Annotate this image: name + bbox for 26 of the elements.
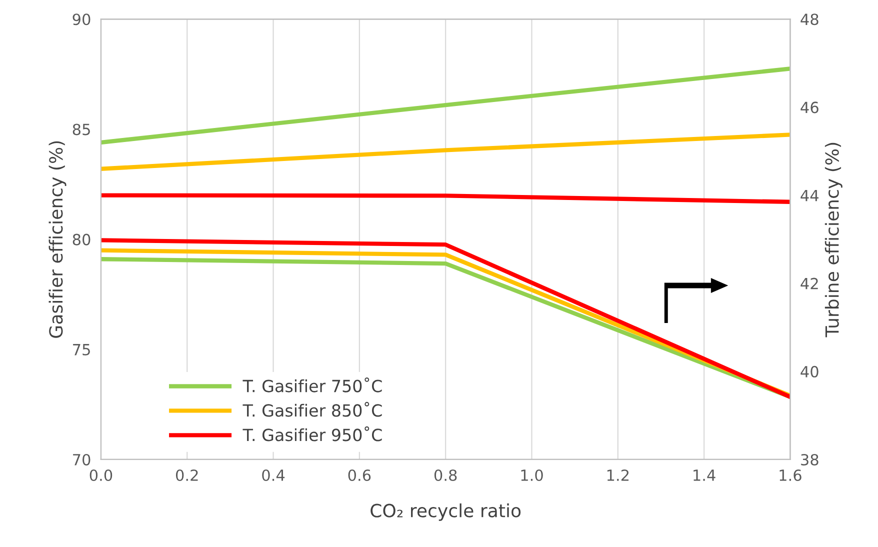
y-tick-label: 70 <box>73 454 90 466</box>
x-tick-label: 0.0 <box>90 469 112 482</box>
y2-tick-label: 38 <box>801 454 818 466</box>
y-axis-title: Gasifier efficiency (%) <box>48 141 66 338</box>
legend-label: T. Gasifier 950˚C <box>242 426 382 442</box>
y-tick-label: 80 <box>72 234 90 246</box>
y2-tick-label: 42 <box>800 278 818 290</box>
legend-label: T. Gasifier 850˚C <box>242 402 382 417</box>
y2-tick-label: 46 <box>800 102 818 114</box>
y2-tick-label: 40 <box>800 366 818 378</box>
legend-label: T. Gasifier 750˚C <box>242 377 382 392</box>
x-tick-label: 1.4 <box>694 470 716 481</box>
y-tick-label: 75 <box>73 344 90 356</box>
y2-axis-title: Turbine efficiency (%) <box>824 142 842 338</box>
x-tick-label: 0.6 <box>348 469 371 482</box>
x-tick-label: 1.6 <box>780 469 802 482</box>
x-tick-label: 0.4 <box>262 469 285 482</box>
x-tick-label: 0.8 <box>434 469 457 482</box>
x-tick-label: 0.2 <box>176 469 198 482</box>
x-axis-title: CO₂ recycle ratio <box>370 503 521 521</box>
y-tick-label: 85 <box>72 124 90 136</box>
x-tick-label: 1.0 <box>521 469 543 482</box>
y-tick-label: 90 <box>72 14 90 26</box>
x-tick-label: 1.2 <box>607 469 629 481</box>
y2-tick-label: 44 <box>800 190 819 202</box>
y2-tick-label: 48 <box>800 14 818 26</box>
